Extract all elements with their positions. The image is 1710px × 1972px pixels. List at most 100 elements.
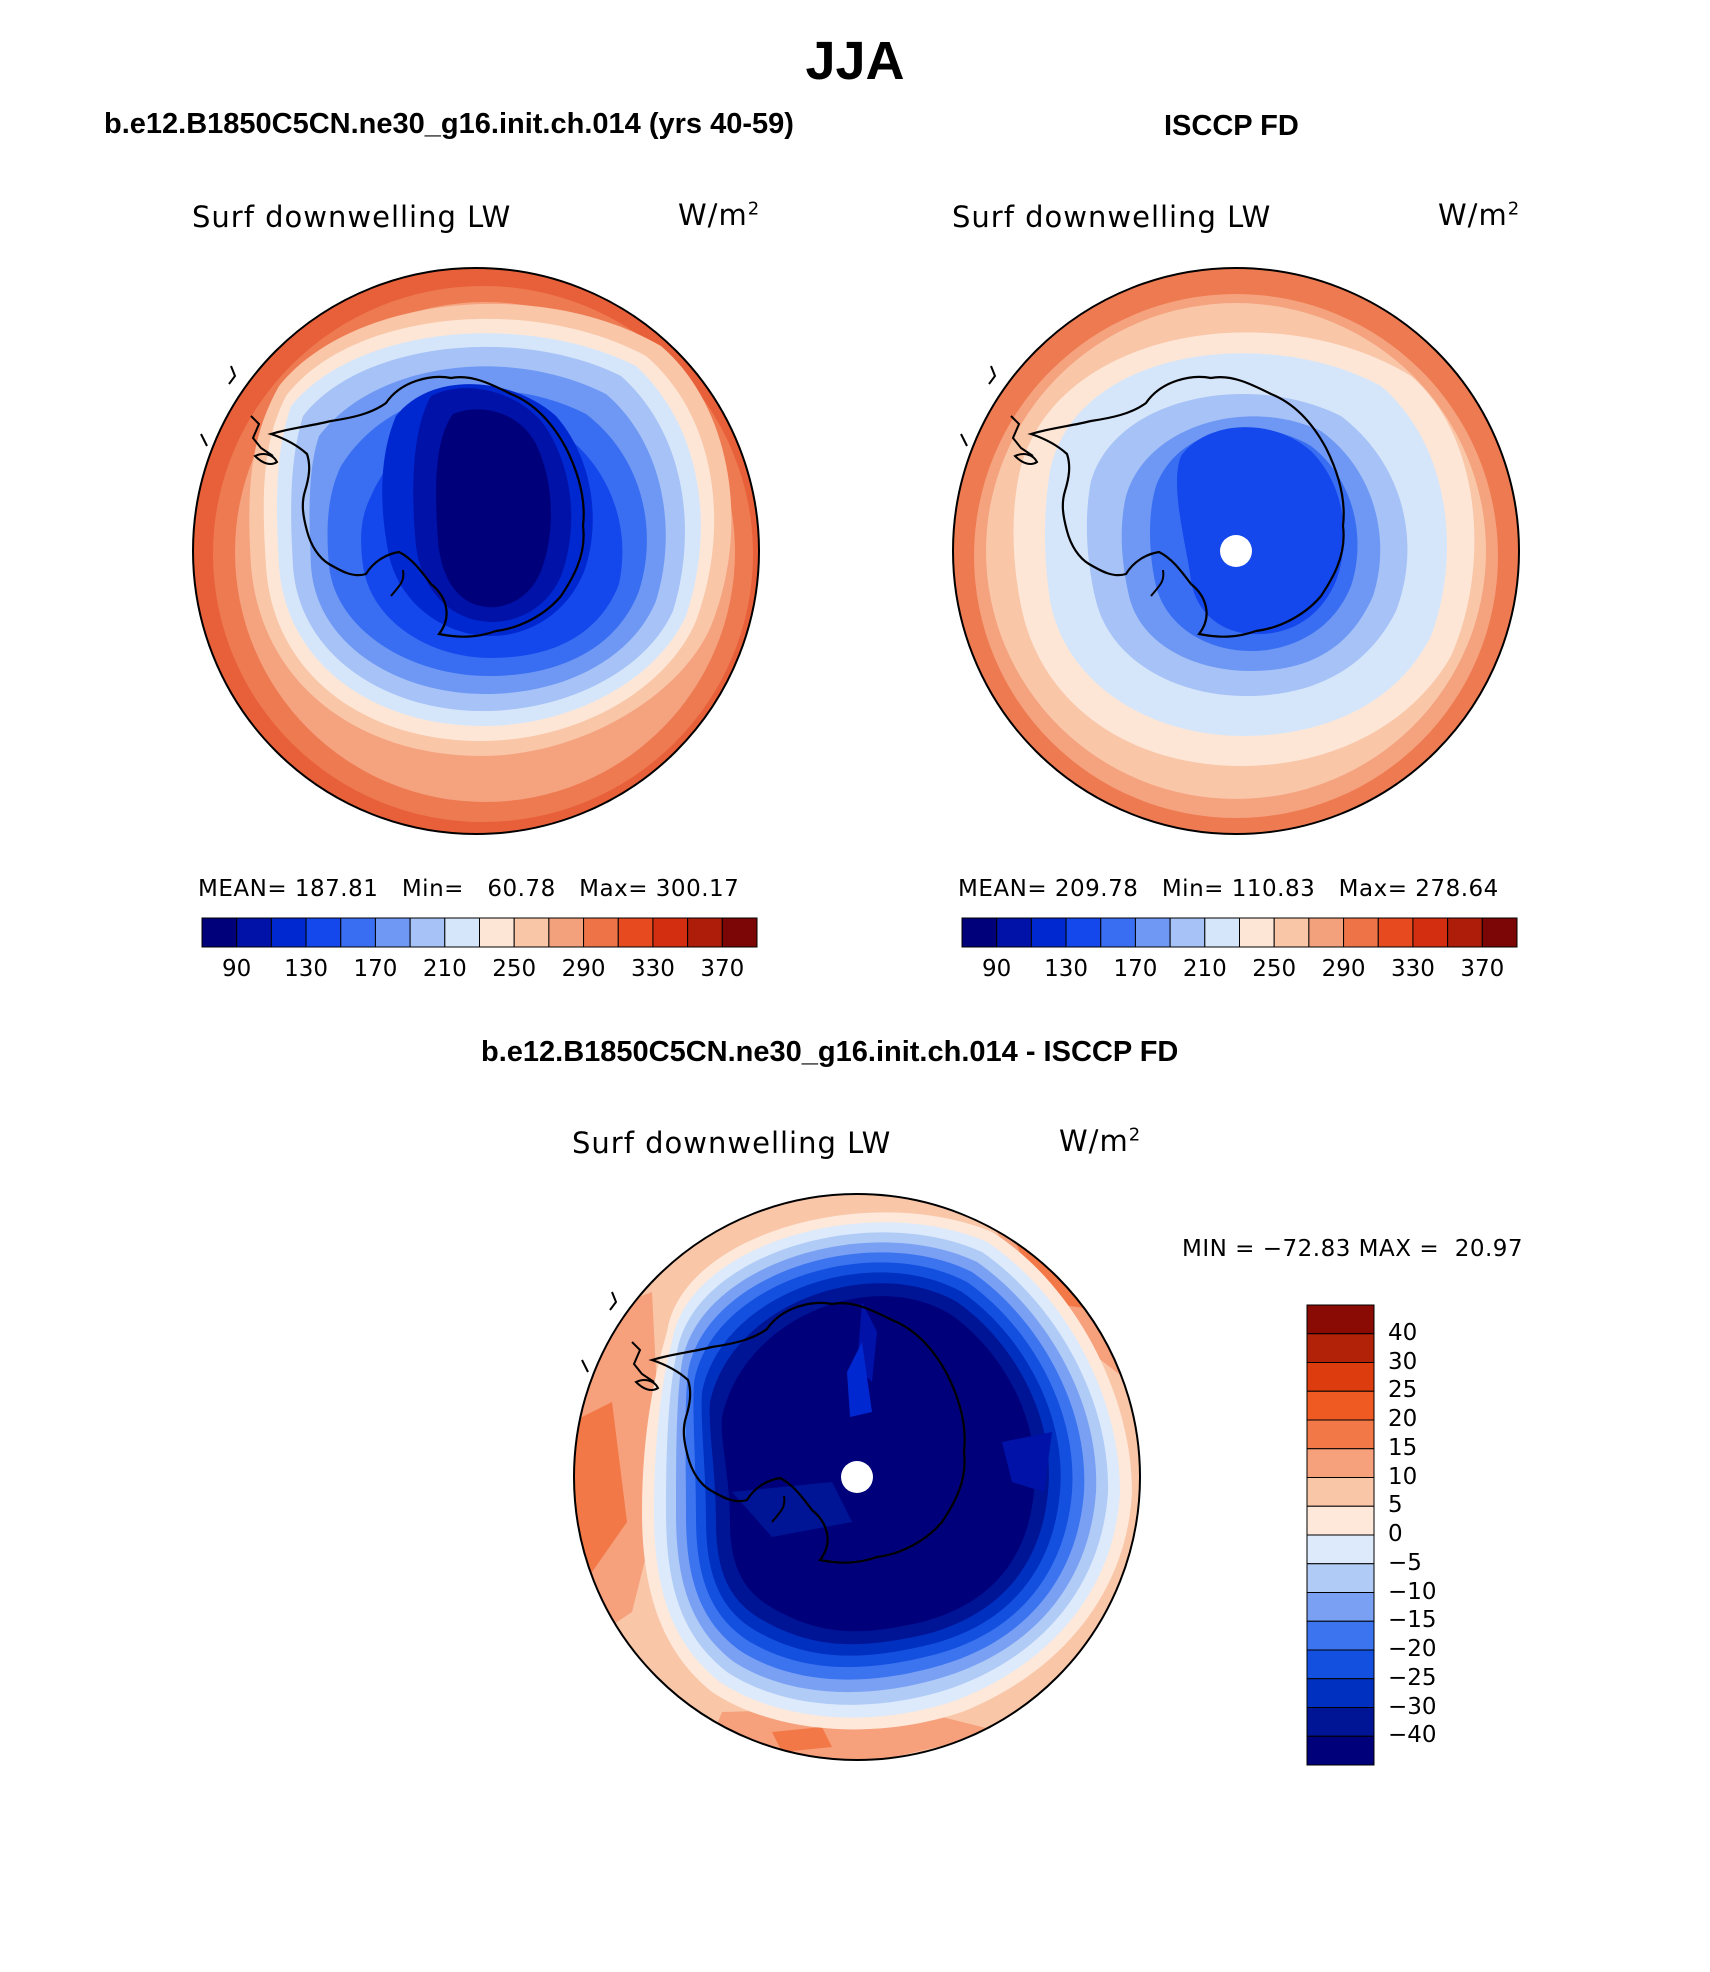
colorbar-tick-label: 370 xyxy=(1460,956,1505,982)
colorbar-swatch xyxy=(1343,917,1379,948)
panel-2-stats: MEAN= 209.78 Min= 110.83 Max= 278.64 xyxy=(958,876,1499,902)
colorbar-tick-label: 40 xyxy=(1388,1319,1418,1346)
colorbar-swatch xyxy=(444,917,480,948)
colorbar-swatch xyxy=(1169,917,1206,948)
colorbar-swatch xyxy=(961,917,998,948)
colorbar-swatch xyxy=(1273,917,1310,948)
panel-3-colorbar xyxy=(1306,1304,1375,1766)
panel-3-units: W/m2 xyxy=(1059,1124,1142,1158)
panel-2-variable: Surf downwelling LW xyxy=(952,200,1272,234)
colorbar-swatch xyxy=(1306,1448,1375,1478)
colorbar-swatch xyxy=(1306,1534,1375,1565)
colorbar-swatch xyxy=(1306,1477,1375,1507)
colorbar-swatch xyxy=(340,917,376,948)
colorbar-tick-label: 330 xyxy=(1390,956,1435,982)
colorbar-tick-label: 290 xyxy=(561,956,606,982)
colorbar-tick-label: 130 xyxy=(284,956,329,982)
panel-3-variable: Surf downwelling LW xyxy=(572,1126,892,1160)
colorbar-tick-label: 0 xyxy=(1388,1521,1403,1547)
colorbar-swatch xyxy=(1306,1707,1375,1737)
colorbar-tick-label: 210 xyxy=(1182,956,1227,982)
colorbar-swatch xyxy=(548,917,585,948)
colorbar-swatch xyxy=(1306,1649,1375,1680)
colorbar-tick-label: 130 xyxy=(1044,956,1089,982)
colorbar-tick-label: −40 xyxy=(1388,1722,1437,1749)
colorbar-tick-label: 210 xyxy=(422,956,467,982)
colorbar-tick-label: −10 xyxy=(1388,1578,1437,1605)
colorbar-swatch xyxy=(1306,1620,1375,1651)
colorbar-tick-label: 30 xyxy=(1388,1348,1418,1375)
colorbar-swatch xyxy=(617,917,654,948)
colorbar-swatch xyxy=(1030,917,1067,948)
panel-3-stats: MIN = −72.83 MAX = 20.97 xyxy=(1182,1236,1524,1262)
figure-title: JJA xyxy=(805,31,905,91)
panel-3-map xyxy=(573,1193,1141,1761)
colorbar-swatch xyxy=(1134,917,1171,948)
colorbar-swatch xyxy=(1306,1678,1375,1708)
colorbar-tick-label: 10 xyxy=(1388,1463,1418,1490)
panel-2-colorbar xyxy=(961,917,1518,948)
colorbar-tick-label: −5 xyxy=(1388,1549,1422,1576)
colorbar-swatch xyxy=(1412,917,1449,948)
colorbar-swatch xyxy=(305,917,342,948)
colorbar-tick-label: 5 xyxy=(1388,1492,1403,1519)
colorbar-tick-label: 250 xyxy=(1252,956,1297,982)
panel-2-units: W/m2 xyxy=(1438,198,1521,232)
panel-2-map xyxy=(952,267,1520,835)
colorbar-swatch xyxy=(1065,917,1102,948)
colorbar-tick-label: 170 xyxy=(1113,956,1158,982)
panel-3-title: b.e12.B1850C5CN.ne30_g16.init.ch.014 - I… xyxy=(481,1036,1179,1068)
colorbar-swatch xyxy=(652,917,689,948)
colorbar-tick-label: −20 xyxy=(1388,1636,1437,1662)
colorbar-tick-label: −25 xyxy=(1388,1664,1437,1691)
colorbar-swatch xyxy=(1306,1735,1375,1766)
colorbar-swatch xyxy=(201,917,238,948)
colorbar-swatch xyxy=(1306,1563,1375,1593)
colorbar-swatch xyxy=(1306,1333,1375,1363)
colorbar-tick-label: 250 xyxy=(492,956,537,982)
colorbar-swatch xyxy=(270,917,307,948)
colorbar-swatch xyxy=(409,917,446,948)
colorbar-swatch xyxy=(1481,917,1518,948)
panel-1-stats: MEAN= 187.81 Min= 60.78 Max= 300.17 xyxy=(198,876,740,902)
colorbar-swatch xyxy=(1204,917,1240,948)
colorbar-swatch xyxy=(1239,917,1275,948)
colorbar-swatch xyxy=(374,917,411,948)
colorbar-tick-label: 290 xyxy=(1321,956,1366,982)
colorbar-swatch xyxy=(1306,1592,1375,1622)
colorbar-swatch xyxy=(479,917,515,948)
colorbar-swatch xyxy=(687,917,723,948)
colorbar-tick-label: −30 xyxy=(1388,1693,1437,1720)
colorbar-swatch xyxy=(996,917,1032,948)
colorbar-tick-label: 20 xyxy=(1388,1406,1418,1432)
pole-marker xyxy=(1220,535,1252,567)
panel-1-title: b.e12.B1850C5CN.ne30_g16.init.ch.014 (yr… xyxy=(104,108,794,140)
colorbar-swatch xyxy=(1306,1304,1375,1335)
colorbar-swatch xyxy=(1447,917,1483,948)
pole-marker xyxy=(841,1461,873,1493)
colorbar-swatch xyxy=(583,917,619,948)
colorbar-swatch xyxy=(1306,1419,1375,1450)
panel-1-variable: Surf downwelling LW xyxy=(192,200,512,234)
colorbar-swatch xyxy=(513,917,550,948)
colorbar-tick-label: −15 xyxy=(1388,1607,1437,1634)
colorbar-swatch xyxy=(236,917,272,948)
panel-1-colorbar xyxy=(201,917,758,948)
colorbar-swatch xyxy=(1308,917,1345,948)
colorbar-tick-label: 170 xyxy=(353,956,398,982)
colorbar-swatch xyxy=(1100,917,1136,948)
colorbar-tick-label: 25 xyxy=(1388,1377,1418,1404)
colorbar-tick-label: 370 xyxy=(700,956,745,982)
colorbar-swatch xyxy=(1306,1505,1375,1536)
colorbar-swatch xyxy=(1306,1390,1375,1421)
panel-1-units: W/m2 xyxy=(678,198,761,232)
panel-2-title: ISCCP FD xyxy=(1164,110,1299,142)
colorbar-tick-label: 90 xyxy=(222,956,252,982)
colorbar-swatch xyxy=(1377,917,1414,948)
colorbar-swatch xyxy=(1306,1362,1375,1392)
colorbar-swatch xyxy=(721,917,758,948)
colorbar-tick-label: 90 xyxy=(982,956,1012,982)
colorbar-tick-label: 15 xyxy=(1388,1434,1418,1461)
colorbar-tick-label: 330 xyxy=(630,956,675,982)
panel-1-map xyxy=(192,267,760,835)
